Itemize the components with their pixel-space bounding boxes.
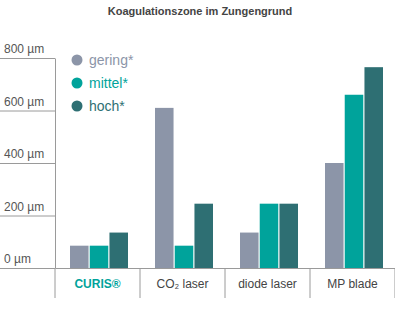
x-tick: CO₂ laser (156, 268, 208, 291)
bar (109, 233, 128, 268)
bar (70, 246, 89, 268)
y-tick-label: 200 µm (4, 200, 44, 214)
x-tick-label: MP blade (327, 277, 378, 291)
x-tick: CURIS® (74, 268, 120, 291)
y-tick-line (0, 111, 55, 112)
y-tick-label: 600 µm (4, 95, 44, 109)
bar (194, 204, 213, 268)
y-axis: 0 µm 200 µm 400 µm 600 µm 800 µm (0, 42, 56, 268)
bars (70, 67, 383, 268)
bar (175, 246, 194, 268)
x-tick-label: CURIS® (74, 277, 120, 291)
legend-marker (72, 101, 83, 112)
y-tick-line (0, 163, 55, 164)
legend: gering* mittel* hoch* (72, 52, 134, 114)
y-tick: 200 µm (0, 200, 55, 216)
legend-label: hoch* (89, 98, 125, 114)
y-tick: 400 µm (0, 147, 55, 163)
y-tick: 600 µm (0, 95, 55, 111)
x-tick-label: CO₂ laser (156, 277, 208, 291)
legend-label: gering* (89, 52, 134, 68)
bar (155, 108, 174, 268)
bar (364, 67, 383, 268)
y-tick-line (0, 58, 55, 59)
y-tick: 800 µm (0, 42, 55, 58)
y-tick-label: 800 µm (4, 42, 44, 56)
y-tick-line (0, 216, 55, 217)
title: Koagulationszone im Zungengrund (108, 5, 293, 17)
legend-label: mittel* (89, 75, 128, 91)
bar (279, 204, 298, 268)
y-tick-line (0, 268, 55, 269)
category-separator (225, 268, 226, 298)
y-tick-label: 400 µm (4, 147, 44, 161)
y-tick: 0 µm (0, 252, 55, 268)
x-tick: diode laser (238, 268, 297, 291)
y-axis-line (55, 59, 56, 269)
category-separator (140, 268, 141, 298)
bar (90, 246, 109, 268)
legend-marker (72, 78, 83, 89)
bar (240, 233, 259, 268)
chart: Koagulationszone im Zungengrund 0 µm 200 µ… (0, 0, 395, 309)
bar (325, 163, 344, 268)
category-separator (55, 268, 56, 298)
category-separator (310, 268, 311, 298)
y-tick-label: 0 µm (4, 252, 31, 266)
bar (260, 204, 279, 268)
x-tick-label: diode laser (238, 277, 297, 291)
bar (345, 95, 364, 268)
x-tick: MP blade (327, 268, 378, 291)
legend-marker (72, 55, 83, 66)
